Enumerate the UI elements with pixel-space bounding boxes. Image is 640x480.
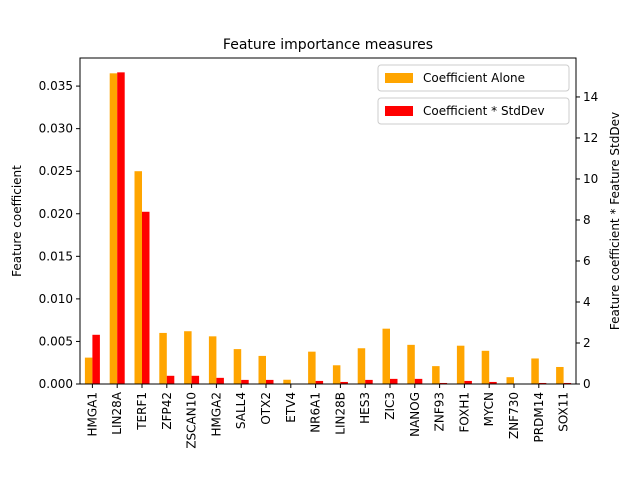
bar-coefficient-stddev-znf93 [439, 382, 448, 384]
bar-coefficient-alone-zscan10 [184, 331, 192, 384]
x-tick-label-nanog: NANOG [408, 392, 422, 437]
x-tick-label-lin28b: LIN28B [333, 392, 347, 435]
y-tick-label-left: 0.000 [39, 377, 73, 391]
y-tick-label-right: 4 [583, 295, 591, 309]
x-tick-label-mycn: MYCN [482, 392, 496, 426]
bar-coefficient-stddev-lin28a [117, 72, 125, 384]
bar-coefficient-stddev-hmga1 [92, 334, 100, 384]
bar-coefficient-stddev-hes3 [365, 379, 373, 384]
x-tick-label-prdm14: PRDM14 [532, 392, 546, 442]
bar-coefficient-alone-znf730 [506, 377, 514, 384]
y-tick-label-right: 0 [583, 377, 591, 391]
bar-coefficient-alone-znf93 [432, 366, 440, 384]
y-axis-label-right: Feature coefficient * Feature StdDev [608, 112, 622, 330]
legend-box [377, 64, 570, 92]
y-tick-label-right: 10 [583, 172, 598, 186]
bar-coefficient-alone-lin28a [109, 73, 118, 384]
bar-coefficient-alone-otx2 [258, 355, 266, 384]
bar-coefficient-alone-mycn [481, 350, 490, 384]
bar-coefficient-stddev-prdm14 [538, 382, 547, 384]
bar-coefficient-alone-lin28b [332, 365, 341, 384]
legend-label: Coefficient * StdDev [423, 104, 545, 118]
x-tick-label-sox11: SOX11 [557, 392, 571, 432]
bar-coefficient-alone-sox11 [556, 366, 564, 384]
legend-label: Coefficient Alone [423, 71, 525, 85]
bar-coefficient-alone-hmga1 [84, 357, 93, 384]
legend-box [377, 97, 570, 125]
axes-layer [79, 57, 577, 385]
y-tick-label-left: 0.005 [39, 334, 73, 348]
bar-coefficient-stddev-sall4 [241, 379, 249, 384]
plot-frame [79, 57, 577, 385]
bar-coefficient-stddev-zscan10 [191, 375, 200, 384]
bar-coefficient-stddev-sox11 [563, 382, 572, 384]
y-tick-label-right: 14 [583, 90, 598, 104]
x-tick-label-terf1: TERF1 [135, 392, 149, 431]
x-tick-label-etv4: ETV4 [284, 392, 298, 423]
x-tick-label-hes3: HES3 [358, 392, 372, 424]
bar-coefficient-alone-prdm14 [531, 358, 539, 384]
y-tick-label-left: 0.015 [39, 249, 73, 263]
bar-coefficient-stddev-mycn [489, 381, 497, 384]
legend: Coefficient Alone Coefficient * StdDev [377, 64, 570, 125]
bar-coefficient-stddev-hmga2 [216, 377, 224, 384]
y-tick-label-right: 12 [583, 131, 598, 145]
y-tick-label-left: 0.035 [39, 79, 73, 93]
x-tick-label-lin28a: LIN28A [110, 391, 124, 434]
y-tick-label-left: 0.030 [39, 122, 73, 136]
bar-coefficient-alone-sall4 [233, 349, 242, 384]
bar-coefficient-alone-nr6a1 [308, 351, 316, 384]
bar-coefficient-stddev-zic3 [390, 378, 398, 384]
x-tick-label-znf93: ZNF93 [433, 392, 447, 431]
y-tick-label-left: 0.025 [39, 164, 73, 178]
x-tick-label-sall4: SALL4 [234, 392, 248, 429]
bar-coefficient-stddev-nr6a1 [315, 380, 324, 384]
y-tick-label-right: 8 [583, 213, 591, 227]
bar-coefficient-stddev-foxh1 [464, 380, 472, 384]
chart-title: Feature importance measures [223, 37, 433, 53]
x-tick-label-zscan10: ZSCAN10 [185, 392, 199, 449]
bar-coefficient-stddev-nanog [414, 378, 423, 384]
bar-coefficient-alone-hes3 [357, 348, 366, 384]
x-tick-label-znf730: ZNF730 [507, 392, 521, 439]
bar-coefficient-stddev-terf1 [142, 211, 150, 384]
bar-coefficient-alone-nanog [407, 344, 415, 384]
x-tick-label-zic3: ZIC3 [383, 392, 397, 420]
y-tick-label-left: 0.020 [39, 207, 73, 221]
x-tick-label-hmga1: HMGA1 [85, 392, 99, 437]
x-tick-label-zfp42: ZFP42 [160, 392, 174, 430]
bar-coefficient-alone-foxh1 [456, 345, 465, 384]
bar-coefficient-alone-etv4 [283, 379, 291, 384]
bar-coefficient-alone-hmga2 [208, 336, 217, 384]
bar-coefficient-alone-terf1 [134, 171, 142, 384]
bar-coefficient-alone-zic3 [382, 328, 390, 384]
x-tick-label-nr6a1: NR6A1 [309, 392, 323, 433]
ticks-layer: 0.000 0.005 0.010 0.015 0.020 0.025 0.030 0.035… [39, 79, 599, 449]
y-tick-label-left: 0.010 [39, 292, 73, 306]
x-tick-label-hmga2: HMGA2 [209, 392, 223, 437]
bar-coefficient-alone-zfp42 [159, 332, 167, 384]
legend-swatch [385, 106, 413, 116]
bar-coefficient-stddev-otx2 [266, 379, 274, 384]
y-tick-label-right: 6 [583, 254, 591, 268]
x-tick-label-otx2: OTX2 [259, 392, 273, 425]
x-tick-label-foxh1: FOXH1 [457, 392, 471, 432]
bars-layer [84, 72, 572, 384]
bar-coefficient-stddev-lin28b [340, 381, 348, 384]
y-axis-label-left: Feature coefficient [10, 165, 24, 277]
bar-coefficient-stddev-zfp42 [166, 375, 175, 384]
y-tick-label-right: 2 [583, 336, 591, 350]
legend-swatch [385, 73, 413, 83]
